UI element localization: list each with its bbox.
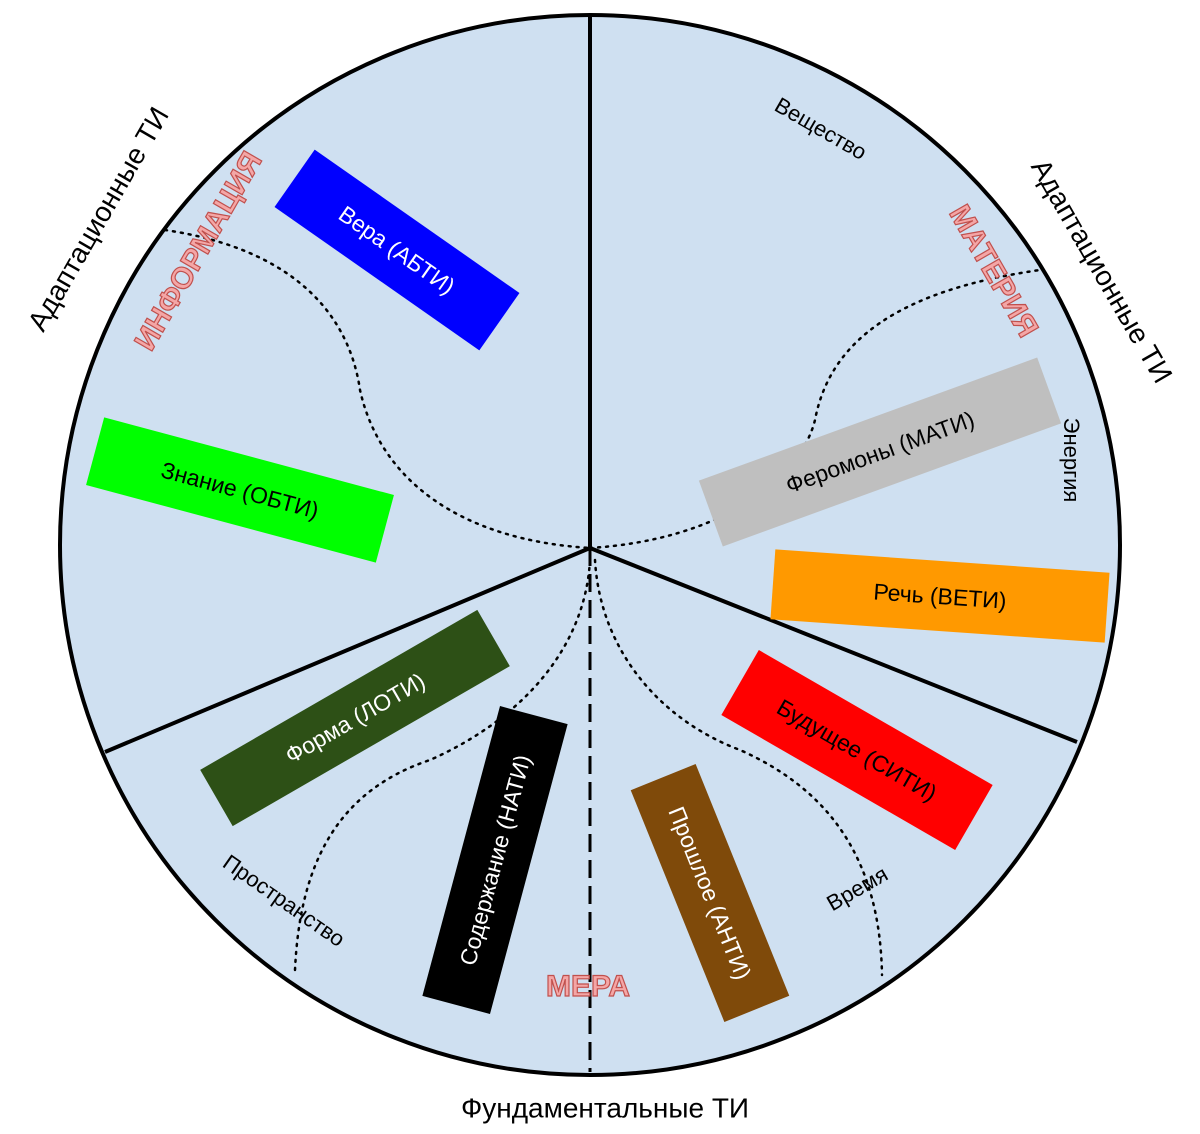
realm-label: МЕРА xyxy=(546,970,630,1003)
group-label: Фундаментальные ТИ xyxy=(461,1092,749,1123)
box-rect xyxy=(698,357,1062,547)
box-rect xyxy=(274,149,520,351)
box-rect xyxy=(630,763,790,1023)
box-rect xyxy=(86,417,394,563)
dividers xyxy=(104,15,1078,754)
aspect-label: Энергия xyxy=(1059,418,1084,503)
box: Речь (ВЕТИ) xyxy=(770,549,1110,643)
boxes: Вера (АБТИ)Знание (ОБТИ) Феромоны (МАТИ)Р… xyxy=(86,149,1110,1023)
box-rect xyxy=(721,650,993,850)
box-rect xyxy=(422,706,568,1014)
box-rect xyxy=(200,609,510,827)
box-rect xyxy=(770,549,1110,643)
dotted-arcs xyxy=(163,228,1042,977)
